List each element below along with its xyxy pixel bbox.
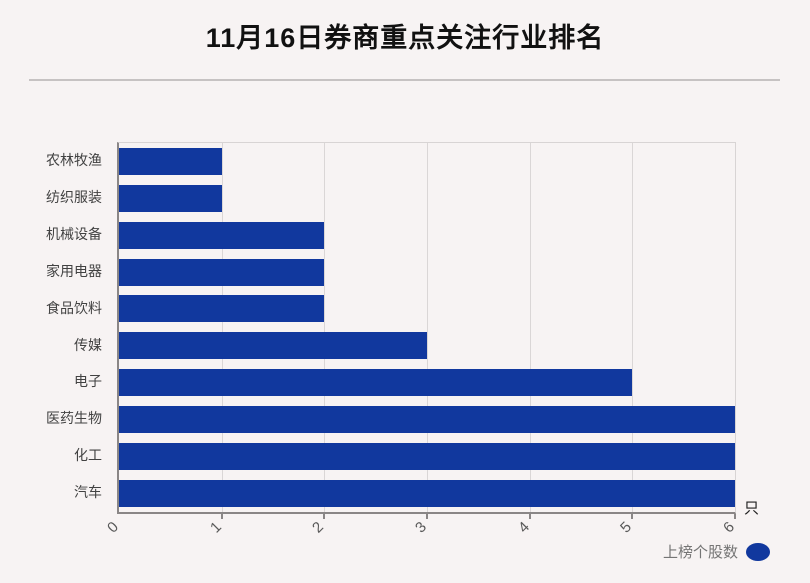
x-tick-label: 6	[720, 518, 738, 537]
category-label: 化工	[74, 447, 102, 464]
x-tick-label: 1	[206, 518, 225, 537]
bar-家用电器	[119, 258, 325, 286]
category-label: 食品饮料	[46, 299, 102, 316]
x-tick-mark	[323, 514, 326, 519]
plot-area: 0 1 2 3 4 5 6	[104, 142, 738, 536]
bar-传媒	[119, 332, 427, 360]
gridline-x-2	[324, 143, 326, 512]
bar-row	[119, 438, 735, 475]
bar-row	[119, 180, 735, 217]
category-label: 传媒	[74, 336, 102, 353]
bar-row	[119, 328, 735, 365]
legend-label: 上榜个股数	[662, 544, 738, 561]
bar-医药生物	[119, 406, 735, 434]
x-tick-label: 5	[617, 518, 636, 537]
bar-row	[119, 291, 735, 328]
x-tick-mark	[528, 514, 531, 519]
bar-机械设备	[119, 221, 325, 249]
x-tick-label: 3	[412, 518, 430, 537]
bar-食品饮料	[119, 295, 325, 323]
bar-纺织服装	[119, 184, 222, 212]
bar-row	[119, 401, 735, 438]
bar-汽车	[119, 479, 735, 507]
x-tick-mark	[426, 514, 428, 519]
category-label: 纺织服装	[46, 188, 102, 205]
x-tick-label: 0	[104, 518, 122, 537]
category-label: 农林牧渔	[46, 152, 102, 168]
bar-row	[119, 364, 735, 401]
gridline-x-3	[427, 143, 428, 512]
x-tick-mark	[734, 514, 736, 519]
legend-marker-ellipse-icon	[746, 542, 770, 561]
x-axis-unit-label: 只	[744, 500, 760, 517]
bar-化工	[119, 443, 735, 471]
y-axis-category-labels: 农林牧渔纺织服装机械设备家用电器食品饮料传媒电子医药生物化工汽车	[0, 142, 109, 511]
legend: 上榜个股数	[663, 541, 770, 562]
bar-农林牧渔	[119, 147, 222, 175]
gridline-x-1	[221, 143, 223, 512]
x-tick-mark	[631, 514, 634, 519]
category-label: 医药生物	[46, 410, 102, 427]
chart-title: 11月16日券商重点关注行业排名	[205, 23, 605, 53]
category-label: 机械设备	[46, 225, 102, 242]
x-tick-label: 2	[309, 518, 328, 537]
bar-row	[119, 217, 735, 254]
bar-row	[119, 475, 735, 512]
gridline-x-5	[632, 143, 634, 512]
category-label: 家用电器	[46, 262, 102, 279]
category-label: 汽车	[74, 484, 102, 501]
bar-电子	[119, 369, 633, 397]
bar-row	[119, 254, 735, 291]
bar-row	[119, 143, 735, 180]
title-divider	[29, 79, 780, 81]
x-tick-mark	[220, 514, 223, 519]
category-label: 电子	[74, 373, 102, 390]
gridline-x-4	[529, 143, 531, 512]
x-tick-label: 4	[514, 518, 533, 537]
